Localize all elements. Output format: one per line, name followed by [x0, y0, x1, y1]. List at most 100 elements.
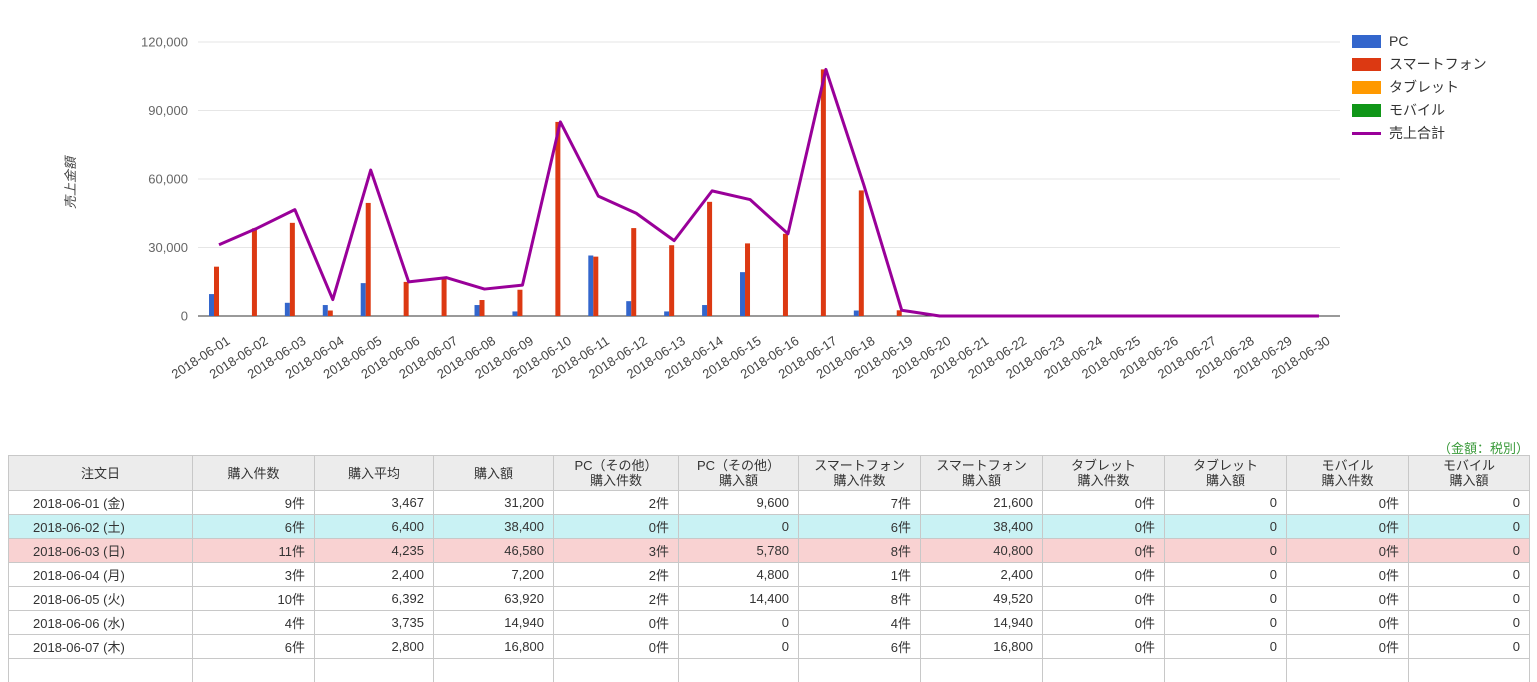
- table-cell: 0: [1165, 563, 1287, 587]
- order-date-cell: 2018-06-07 (木): [9, 635, 193, 659]
- table-cell: 6件: [799, 635, 921, 659]
- table-cell: 14,940: [434, 611, 554, 635]
- bar-smartphone: [745, 243, 750, 316]
- table-cell: 14,400: [679, 587, 799, 611]
- bar-pc: [854, 311, 859, 316]
- table-cell: 5,780: [679, 539, 799, 563]
- bar-pc: [475, 305, 480, 316]
- bar-pc: [702, 305, 707, 316]
- table-cell: 0: [1409, 491, 1530, 515]
- bar-smartphone: [290, 223, 295, 316]
- table-cell: 0: [1165, 635, 1287, 659]
- table-cell: 1件: [799, 563, 921, 587]
- table-cell: 0件: [1043, 515, 1165, 539]
- legend-label: PC: [1389, 33, 1408, 49]
- bar-smartphone: [252, 228, 257, 316]
- table-row-cutoff: [9, 659, 1530, 682]
- table-cell: 14,940: [921, 611, 1043, 635]
- table-cell: 0件: [1043, 539, 1165, 563]
- table-cell: 0件: [1287, 563, 1409, 587]
- table-cell: 0件: [1287, 611, 1409, 635]
- table-cell: [679, 659, 799, 682]
- table-cell: 0件: [554, 635, 679, 659]
- table-cell: 2件: [554, 587, 679, 611]
- table-cell: 3,735: [315, 611, 434, 635]
- table-cell: 0: [1409, 635, 1530, 659]
- bar-smartphone: [593, 257, 598, 316]
- table-cell: 63,920: [434, 587, 554, 611]
- bar-smartphone: [214, 267, 219, 316]
- table-cell: 2,400: [315, 563, 434, 587]
- table-cell: 2,800: [315, 635, 434, 659]
- order-date-cell: 2018-06-02 (土): [9, 515, 193, 539]
- table-cell: [799, 659, 921, 682]
- table-cell: 0件: [1287, 491, 1409, 515]
- column-header: PC（その他） 購入額: [679, 456, 799, 491]
- bar-smartphone: [555, 122, 560, 316]
- table-cell: 40,800: [921, 539, 1043, 563]
- bar-smartphone: [669, 245, 674, 316]
- table-cell: 31,200: [434, 491, 554, 515]
- table-cell: 4件: [193, 611, 315, 635]
- table-cell: 0件: [1287, 587, 1409, 611]
- table-cell: 0件: [554, 515, 679, 539]
- table-cell: 38,400: [434, 515, 554, 539]
- table-cell: 3件: [554, 539, 679, 563]
- table-cell: 16,800: [434, 635, 554, 659]
- bar-smartphone: [821, 69, 826, 316]
- table-cell: 6件: [193, 635, 315, 659]
- table-cell: [554, 659, 679, 682]
- column-header: スマートフォン 購入額: [921, 456, 1043, 491]
- table-cell: 2件: [554, 563, 679, 587]
- bar-pc: [512, 311, 517, 316]
- legend-color-swatch: [1352, 104, 1381, 117]
- table-cell: 0件: [1043, 491, 1165, 515]
- column-header: モバイル 購入額: [1409, 456, 1530, 491]
- order-date-cell: 2018-06-05 (火): [9, 587, 193, 611]
- table-cell: [1409, 659, 1530, 682]
- bar-smartphone: [366, 203, 371, 316]
- legend-item: PC: [1352, 34, 1487, 48]
- table-cell: [1165, 659, 1287, 682]
- table-cell: 4件: [799, 611, 921, 635]
- column-header: PC（その他） 購入件数: [554, 456, 679, 491]
- table-cell: 6,400: [315, 515, 434, 539]
- table-cell: 10件: [193, 587, 315, 611]
- table-cell: 0件: [1043, 635, 1165, 659]
- legend-label: 売上合計: [1389, 123, 1445, 143]
- legend-item: スマートフォン: [1352, 57, 1487, 71]
- total-sales-line: [219, 69, 1319, 316]
- table-cell: 0: [1165, 539, 1287, 563]
- table-cell: 8件: [799, 539, 921, 563]
- legend-label: スマートフォン: [1389, 54, 1487, 74]
- table-cell: 3,467: [315, 491, 434, 515]
- column-header: 購入件数: [193, 456, 315, 491]
- legend-item: 売上合計: [1352, 126, 1487, 140]
- table-cell: 0: [679, 635, 799, 659]
- bar-smartphone: [783, 234, 788, 316]
- table-cell: 38,400: [921, 515, 1043, 539]
- table-cell: 0: [1165, 515, 1287, 539]
- table-cell: 21,600: [921, 491, 1043, 515]
- table-cell: 0件: [1043, 611, 1165, 635]
- table-cell: 0件: [1287, 515, 1409, 539]
- bar-smartphone: [631, 228, 636, 316]
- table-cell: 2,400: [921, 563, 1043, 587]
- bar-pc: [740, 272, 745, 316]
- table-cell: [1287, 659, 1409, 682]
- table-cell: [193, 659, 315, 682]
- bar-pc: [285, 303, 290, 316]
- table-cell: 8件: [799, 587, 921, 611]
- column-header: タブレット 購入額: [1165, 456, 1287, 491]
- table-cell: 0: [1165, 611, 1287, 635]
- table-cell: 0: [1165, 587, 1287, 611]
- table-cell: 9件: [193, 491, 315, 515]
- table-cell: 6件: [193, 515, 315, 539]
- column-header: モバイル 購入件数: [1287, 456, 1409, 491]
- table-cell: 3件: [193, 563, 315, 587]
